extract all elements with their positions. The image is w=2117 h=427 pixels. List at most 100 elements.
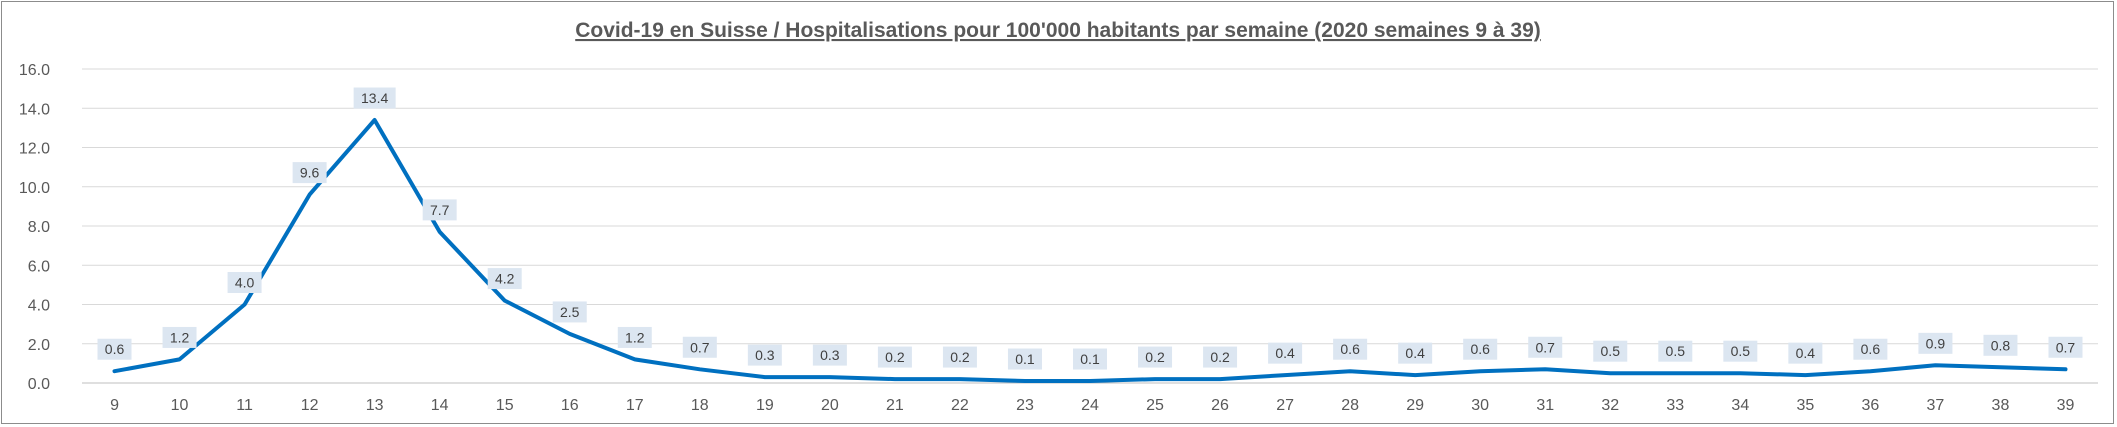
x-tick-label: 14	[431, 397, 449, 414]
x-tick-label: 23	[1016, 397, 1034, 414]
y-tick-label: 2.0	[28, 337, 50, 354]
data-label: 0.2	[877, 346, 912, 368]
data-label: 13.4	[353, 87, 396, 109]
x-tick-label: 30	[1471, 397, 1489, 414]
data-label-background	[1918, 332, 1953, 354]
data-label-text: 7.7	[430, 202, 450, 218]
data-label: 9.6	[292, 162, 327, 184]
data-label-text: 0.5	[1666, 343, 1686, 359]
data-label: 0.2	[1203, 346, 1238, 368]
x-tick-label: 26	[1211, 397, 1229, 414]
data-label-background	[353, 87, 396, 109]
data-label-background	[1268, 342, 1303, 364]
series-line	[112, 118, 2068, 383]
data-label: 0.6	[1333, 338, 1368, 360]
data-label-text: 9.6	[300, 165, 320, 181]
x-axis-ticks: 9 10 11 12 13 14 15 16 17 18 19 20 21 22 23 24 25 26 27 28 2…	[110, 397, 2074, 414]
data-label: 0.7	[2048, 336, 2083, 358]
x-tick-label: 18	[691, 397, 709, 414]
data-label-background	[617, 326, 652, 348]
x-tick-label: 11	[236, 397, 253, 414]
data-label: 0.5	[1658, 340, 1693, 362]
data-label-text: 0.5	[1601, 343, 1621, 359]
data-label-background	[292, 162, 327, 184]
data-label-background	[1853, 338, 1888, 360]
y-tick-label: 16.0	[19, 62, 50, 79]
data-label-text: 2.5	[560, 304, 580, 320]
data-label-background	[1463, 338, 1498, 360]
data-label-text: 0.7	[690, 339, 710, 355]
y-tick-label: 8.0	[28, 219, 50, 236]
data-label-background	[812, 344, 847, 366]
data-label-text: 0.7	[2056, 339, 2076, 355]
data-label-text: 0.4	[1796, 345, 1816, 361]
x-tick-label: 21	[886, 397, 904, 414]
x-tick-label: 39	[2057, 397, 2075, 414]
x-tick-label: 13	[366, 397, 384, 414]
data-label: 7.7	[422, 199, 457, 221]
data-label-text: 0.3	[820, 347, 840, 363]
data-label: 0.4	[1398, 342, 1433, 364]
data-label: 0.6	[97, 338, 132, 360]
data-label: 4.2	[487, 268, 522, 290]
data-label-background	[1788, 342, 1823, 364]
x-tick-label: 9	[110, 397, 119, 414]
data-label-text: 0.8	[1991, 337, 2011, 353]
x-tick-label: 33	[1666, 397, 1684, 414]
data-label-text: 0.2	[885, 349, 905, 365]
data-label-background	[1528, 336, 1563, 358]
x-tick-label: 24	[1081, 397, 1099, 414]
x-tick-label: 38	[1992, 397, 2010, 414]
data-label: 0.4	[1788, 342, 1823, 364]
x-tick-label: 27	[1276, 397, 1294, 414]
data-label: 1.2	[617, 326, 652, 348]
data-label: 0.1	[1007, 348, 1042, 370]
data-label-text: 4.2	[495, 271, 515, 287]
x-tick-label: 29	[1406, 397, 1424, 414]
x-tick-label: 32	[1601, 397, 1619, 414]
data-label-background	[1138, 346, 1173, 368]
y-tick-label: 0.0	[28, 376, 50, 393]
x-tick-label: 28	[1341, 397, 1359, 414]
y-tick-label: 12.0	[19, 141, 50, 158]
data-label-background	[1593, 340, 1628, 362]
data-label: 0.6	[1853, 338, 1888, 360]
data-label: 0.5	[1593, 340, 1628, 362]
data-label-text: 0.1	[1015, 351, 1035, 367]
data-label-background	[1658, 340, 1693, 362]
data-label-background	[422, 199, 457, 221]
data-label: 4.0	[227, 272, 262, 293]
data-label-text: 4.0	[235, 275, 255, 291]
data-label-text: 0.6	[1861, 341, 1881, 357]
data-label-text: 0.1	[1080, 351, 1100, 367]
x-tick-label: 12	[301, 397, 319, 414]
data-label: 0.2	[942, 346, 977, 368]
y-tick-label: 4.0	[28, 298, 50, 315]
x-tick-label: 15	[496, 397, 514, 414]
data-label-text: 0.4	[1405, 345, 1425, 361]
data-label-background	[1723, 340, 1758, 362]
data-label-text: 0.4	[1275, 345, 1295, 361]
data-label-text: 1.2	[625, 329, 645, 345]
data-label-text: 0.2	[950, 349, 970, 365]
x-tick-label: 20	[821, 397, 839, 414]
data-label-text: 0.7	[1535, 339, 1555, 355]
data-label: 1.2	[162, 326, 197, 348]
data-label-text: 0.3	[755, 347, 775, 363]
data-label: 0.3	[747, 344, 782, 366]
data-label: 0.8	[1983, 334, 2018, 356]
data-label: 0.5	[1723, 340, 1758, 362]
x-tick-label: 34	[1731, 397, 1749, 414]
x-tick-label: 25	[1146, 397, 1164, 414]
data-label-background	[1203, 346, 1238, 368]
gridlines	[82, 68, 2098, 384]
x-tick-label: 35	[1796, 397, 1814, 414]
x-tick-label: 19	[756, 397, 774, 414]
data-label-background	[682, 336, 717, 358]
data-label-background	[162, 326, 197, 348]
data-label-background	[747, 344, 782, 366]
data-label-background	[1398, 342, 1433, 364]
x-tick-label: 10	[171, 397, 189, 414]
data-label: 0.1	[1073, 348, 1107, 370]
